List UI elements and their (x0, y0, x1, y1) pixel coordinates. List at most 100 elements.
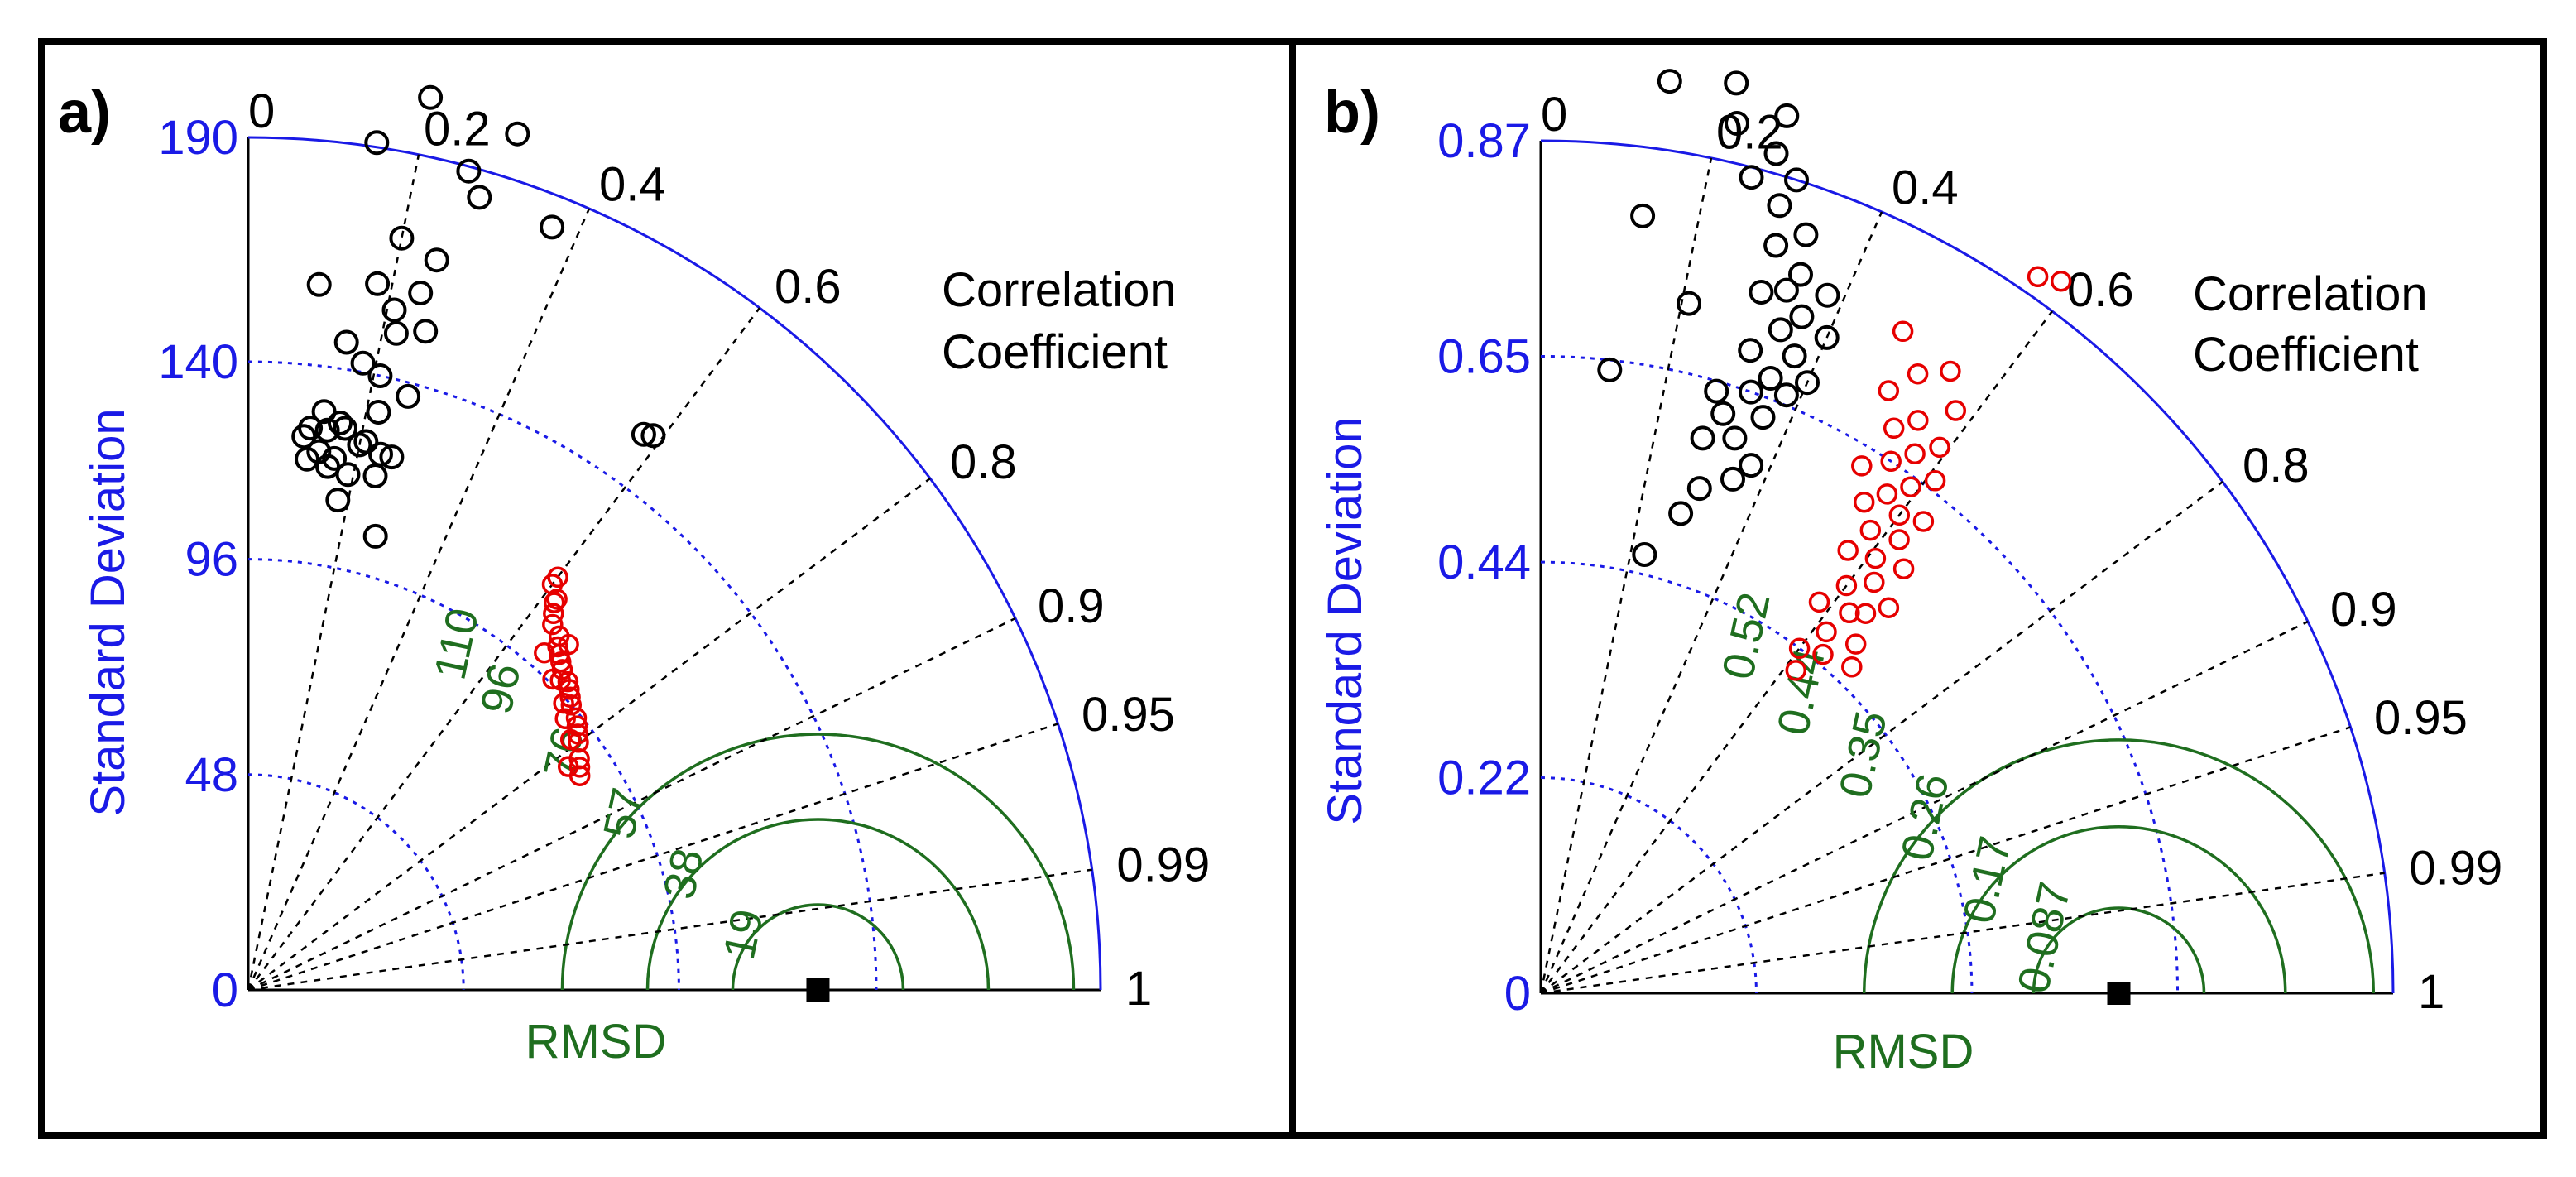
panel-b-red-data-point (1892, 558, 1915, 579)
panel-b-black-data-point (1767, 193, 1792, 219)
panel-a-corr-tick-label: 0.99 (1116, 838, 1210, 892)
panel-b-red-data-point (1912, 511, 1935, 532)
panel-a-corr-line (247, 307, 760, 991)
panel-b-black-data-point (1815, 282, 1840, 308)
panel-b-black-data-point (1749, 280, 1774, 305)
panel-a-black-data-point (418, 84, 444, 110)
panel-b-red-data-point (1907, 410, 1929, 431)
panel-a-rmsd-tick-label: 57 (594, 784, 653, 843)
panel-b-black-data-point (1739, 165, 1764, 190)
panel-b-corr-tick-label: 0.9 (2330, 583, 2397, 637)
panel-a-rmsd-tick-label: 19 (714, 905, 773, 963)
panel-b-black-data-point (1738, 338, 1763, 363)
panel-a-x-axis-label: RMSD (525, 1015, 667, 1069)
panel-a-corr-tick-label: 0.4 (599, 158, 666, 212)
panel-b-corr-line (1540, 620, 2309, 995)
panel-b-corr-tick-label: 0.95 (2374, 691, 2468, 745)
panel-a-corr-title-line2: Coefficient (942, 325, 1168, 379)
panel-b-red-data-point (1888, 529, 1910, 550)
panel-a-black-data-point (347, 432, 372, 458)
panel-b-red-data-point (1844, 633, 1867, 655)
panel-a-std-tick-label: 48 (185, 748, 238, 802)
panel-b-black-data-point (1784, 167, 1809, 193)
panel-b-frame (1289, 38, 2547, 1139)
panel-a-red-data-point (543, 592, 565, 613)
panel-b-red-data-point (2050, 270, 2072, 292)
panel-b-red-data-point (1929, 436, 1950, 459)
panel-b-black-data-point (1657, 69, 1682, 94)
panel-a-corr-line (247, 208, 591, 991)
panel-a-black-data-point (322, 445, 348, 471)
panel-a-black-data-point (396, 383, 421, 409)
panel-a-corr-line (247, 868, 1092, 992)
panel-b-red-data-point (1880, 450, 1902, 473)
panel-b-corr-line (1540, 872, 2385, 995)
panel-a-corr-tick-label: 0.9 (1038, 579, 1105, 633)
panel-b-red-data-point (1841, 656, 1863, 678)
panel-a-std-tick-label: 96 (185, 533, 238, 587)
panel-b-black-data-point (1630, 203, 1656, 228)
panel-b-corr-tick-label: 0.6 (2067, 263, 2134, 317)
panel-b-std-tick-label: 0.22 (1437, 752, 1531, 805)
panel-a-black-data-point (505, 121, 530, 147)
panel-a-black-data-point (333, 416, 357, 441)
panel-b-red-data-point (1940, 360, 1961, 382)
panel-b-black-data-point (1690, 425, 1715, 451)
panel-a-outer-arc (247, 136, 1102, 991)
panel-b-corr-tick-label: 0.2 (1716, 105, 1783, 159)
panel-a-corr-line (247, 617, 1016, 992)
panel-b-red-data-point (1878, 597, 1900, 618)
panel-a-std-arc (247, 360, 878, 991)
panel-b-y-axis-label: Standard Deviation (1318, 416, 1372, 824)
panel-a-red-data-point (559, 728, 582, 751)
panel-b-red-data-point (1864, 547, 1887, 569)
panel-a-black-data-point (640, 423, 666, 449)
panel-a-red-data-point (543, 603, 564, 625)
panel-a-std-arc (247, 773, 465, 991)
panel-b-red-data-point (1945, 400, 1967, 421)
panel-b-black-data-point (1782, 343, 1807, 369)
panel-a-corr-line (247, 723, 1058, 992)
panel-b-std-tick-label: 0.65 (1437, 329, 1531, 383)
panel-b-black-data-point (1750, 405, 1776, 430)
panel-a-red-data-point (568, 757, 591, 778)
panel-b-black-data-point (1814, 324, 1840, 350)
panel-b-label: b) (1324, 79, 1380, 146)
panel-a-black-data-point (389, 225, 415, 251)
panel-b-corr-line (1540, 481, 2223, 994)
panel-b-red-data-point (1816, 621, 1837, 643)
panel-a-black-data-point (381, 297, 407, 323)
panel-b-red-data-point (1835, 574, 1858, 597)
panel-b-black-data-point (1773, 277, 1799, 303)
panel-a-black-data-point (350, 350, 376, 376)
panel-b-red-data-point (1812, 643, 1834, 665)
panel-b-red-data-point (1837, 540, 1859, 561)
panel-a-red-data-point (557, 670, 579, 693)
panel-a-red-data-point (559, 686, 581, 709)
panel-b-black-data-point (1774, 103, 1800, 128)
panel-a-red-data-point (546, 588, 568, 610)
panel-a-red-data-point (542, 613, 564, 636)
panel-b-red-data-point (1864, 571, 1885, 593)
panel-b-corr-tick-label: 0.99 (2409, 842, 2502, 896)
panel-b-red-data-point (1839, 602, 1860, 624)
panel-b-black-data-point (1739, 453, 1764, 478)
panel-b-red-data-point (2027, 266, 2049, 288)
panel-a-corr-title-line1: Correlation (942, 263, 1177, 317)
panel-a-corr-line (247, 478, 931, 991)
panel-a-black-data-point (366, 400, 391, 425)
panel-b-black-data-point (1677, 291, 1701, 316)
panel-b-x-axis-label: RMSD (1833, 1025, 1974, 1079)
panel-a-rmsd-tick-label: 96 (472, 659, 530, 718)
panel-b-black-data-point (1773, 382, 1799, 408)
panel-b-corr-line (1540, 726, 2351, 995)
panel-a-black-data-point (364, 130, 390, 156)
panel-b-rmsd-solid-arc (1862, 738, 2376, 994)
panel-b-black-data-point (1632, 542, 1657, 567)
panel-b-red-data-point (1853, 491, 1875, 513)
panel-b-reference-point (2107, 982, 2131, 1005)
panel-b-black-data-point (1704, 378, 1729, 404)
panel-a-corr-tick-label: 0 (248, 84, 275, 138)
